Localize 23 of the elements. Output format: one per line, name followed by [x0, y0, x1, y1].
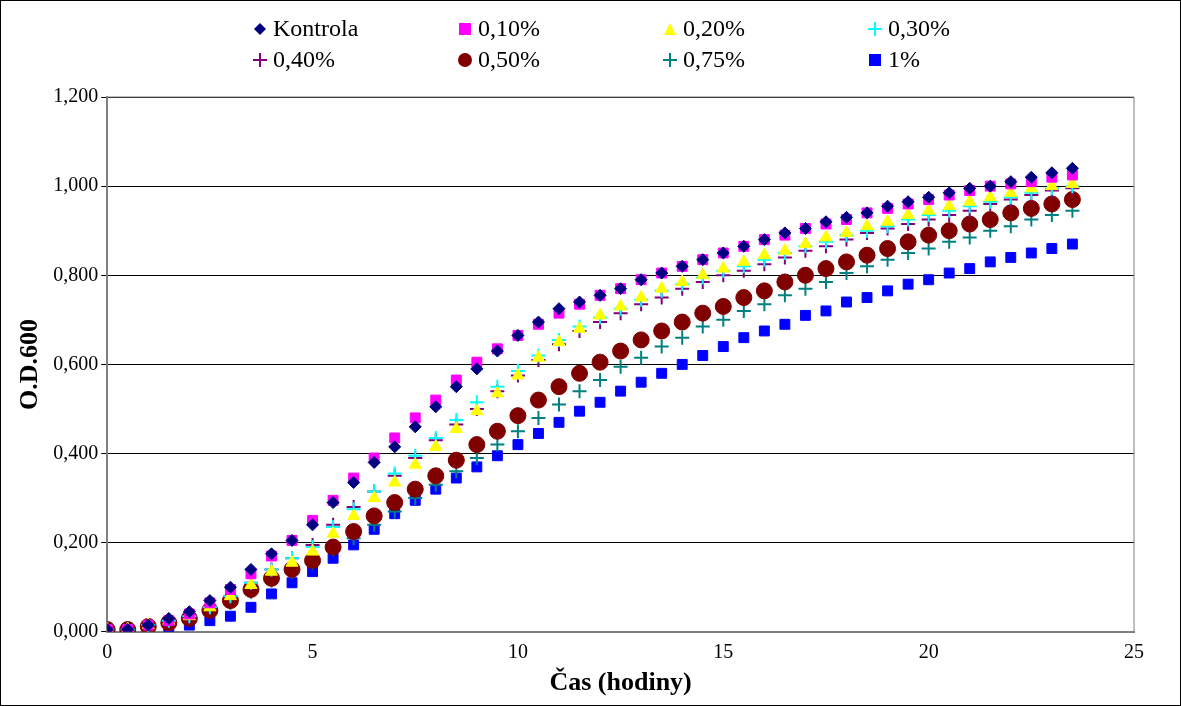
- legend-label: 0,40%: [273, 46, 335, 73]
- y-tick-label: 1,200: [53, 84, 99, 107]
- x-tick-label: 25: [1124, 640, 1144, 663]
- x-tick-label: 5: [307, 640, 318, 663]
- y-tick-label: 0,600: [53, 351, 99, 374]
- legend-label: Kontrola: [273, 15, 359, 42]
- x-axis-title: Čas (hodiny): [549, 667, 692, 697]
- y-tick-label: 0,000: [53, 619, 99, 642]
- legend-label: 0,50%: [478, 46, 540, 73]
- legend-label: 1%: [888, 46, 920, 73]
- x-tick-label: 0: [102, 640, 113, 663]
- y-tick-label: 0,200: [53, 529, 99, 552]
- legend-label: 0,20%: [683, 15, 745, 42]
- y-tick-label: 0,800: [53, 262, 99, 285]
- legend-label: 0,10%: [478, 15, 540, 42]
- legend-label: 0,30%: [888, 15, 950, 42]
- x-tick-label: 15: [713, 640, 734, 663]
- x-tick-label: 10: [507, 640, 528, 663]
- y-tick-label: 0,400: [53, 440, 99, 463]
- y-tick-label: 1,000: [53, 173, 99, 196]
- x-tick-label: 20: [918, 640, 939, 663]
- legend-label: 0,75%: [683, 46, 745, 73]
- y-axis-title: O.D.600: [14, 318, 44, 410]
